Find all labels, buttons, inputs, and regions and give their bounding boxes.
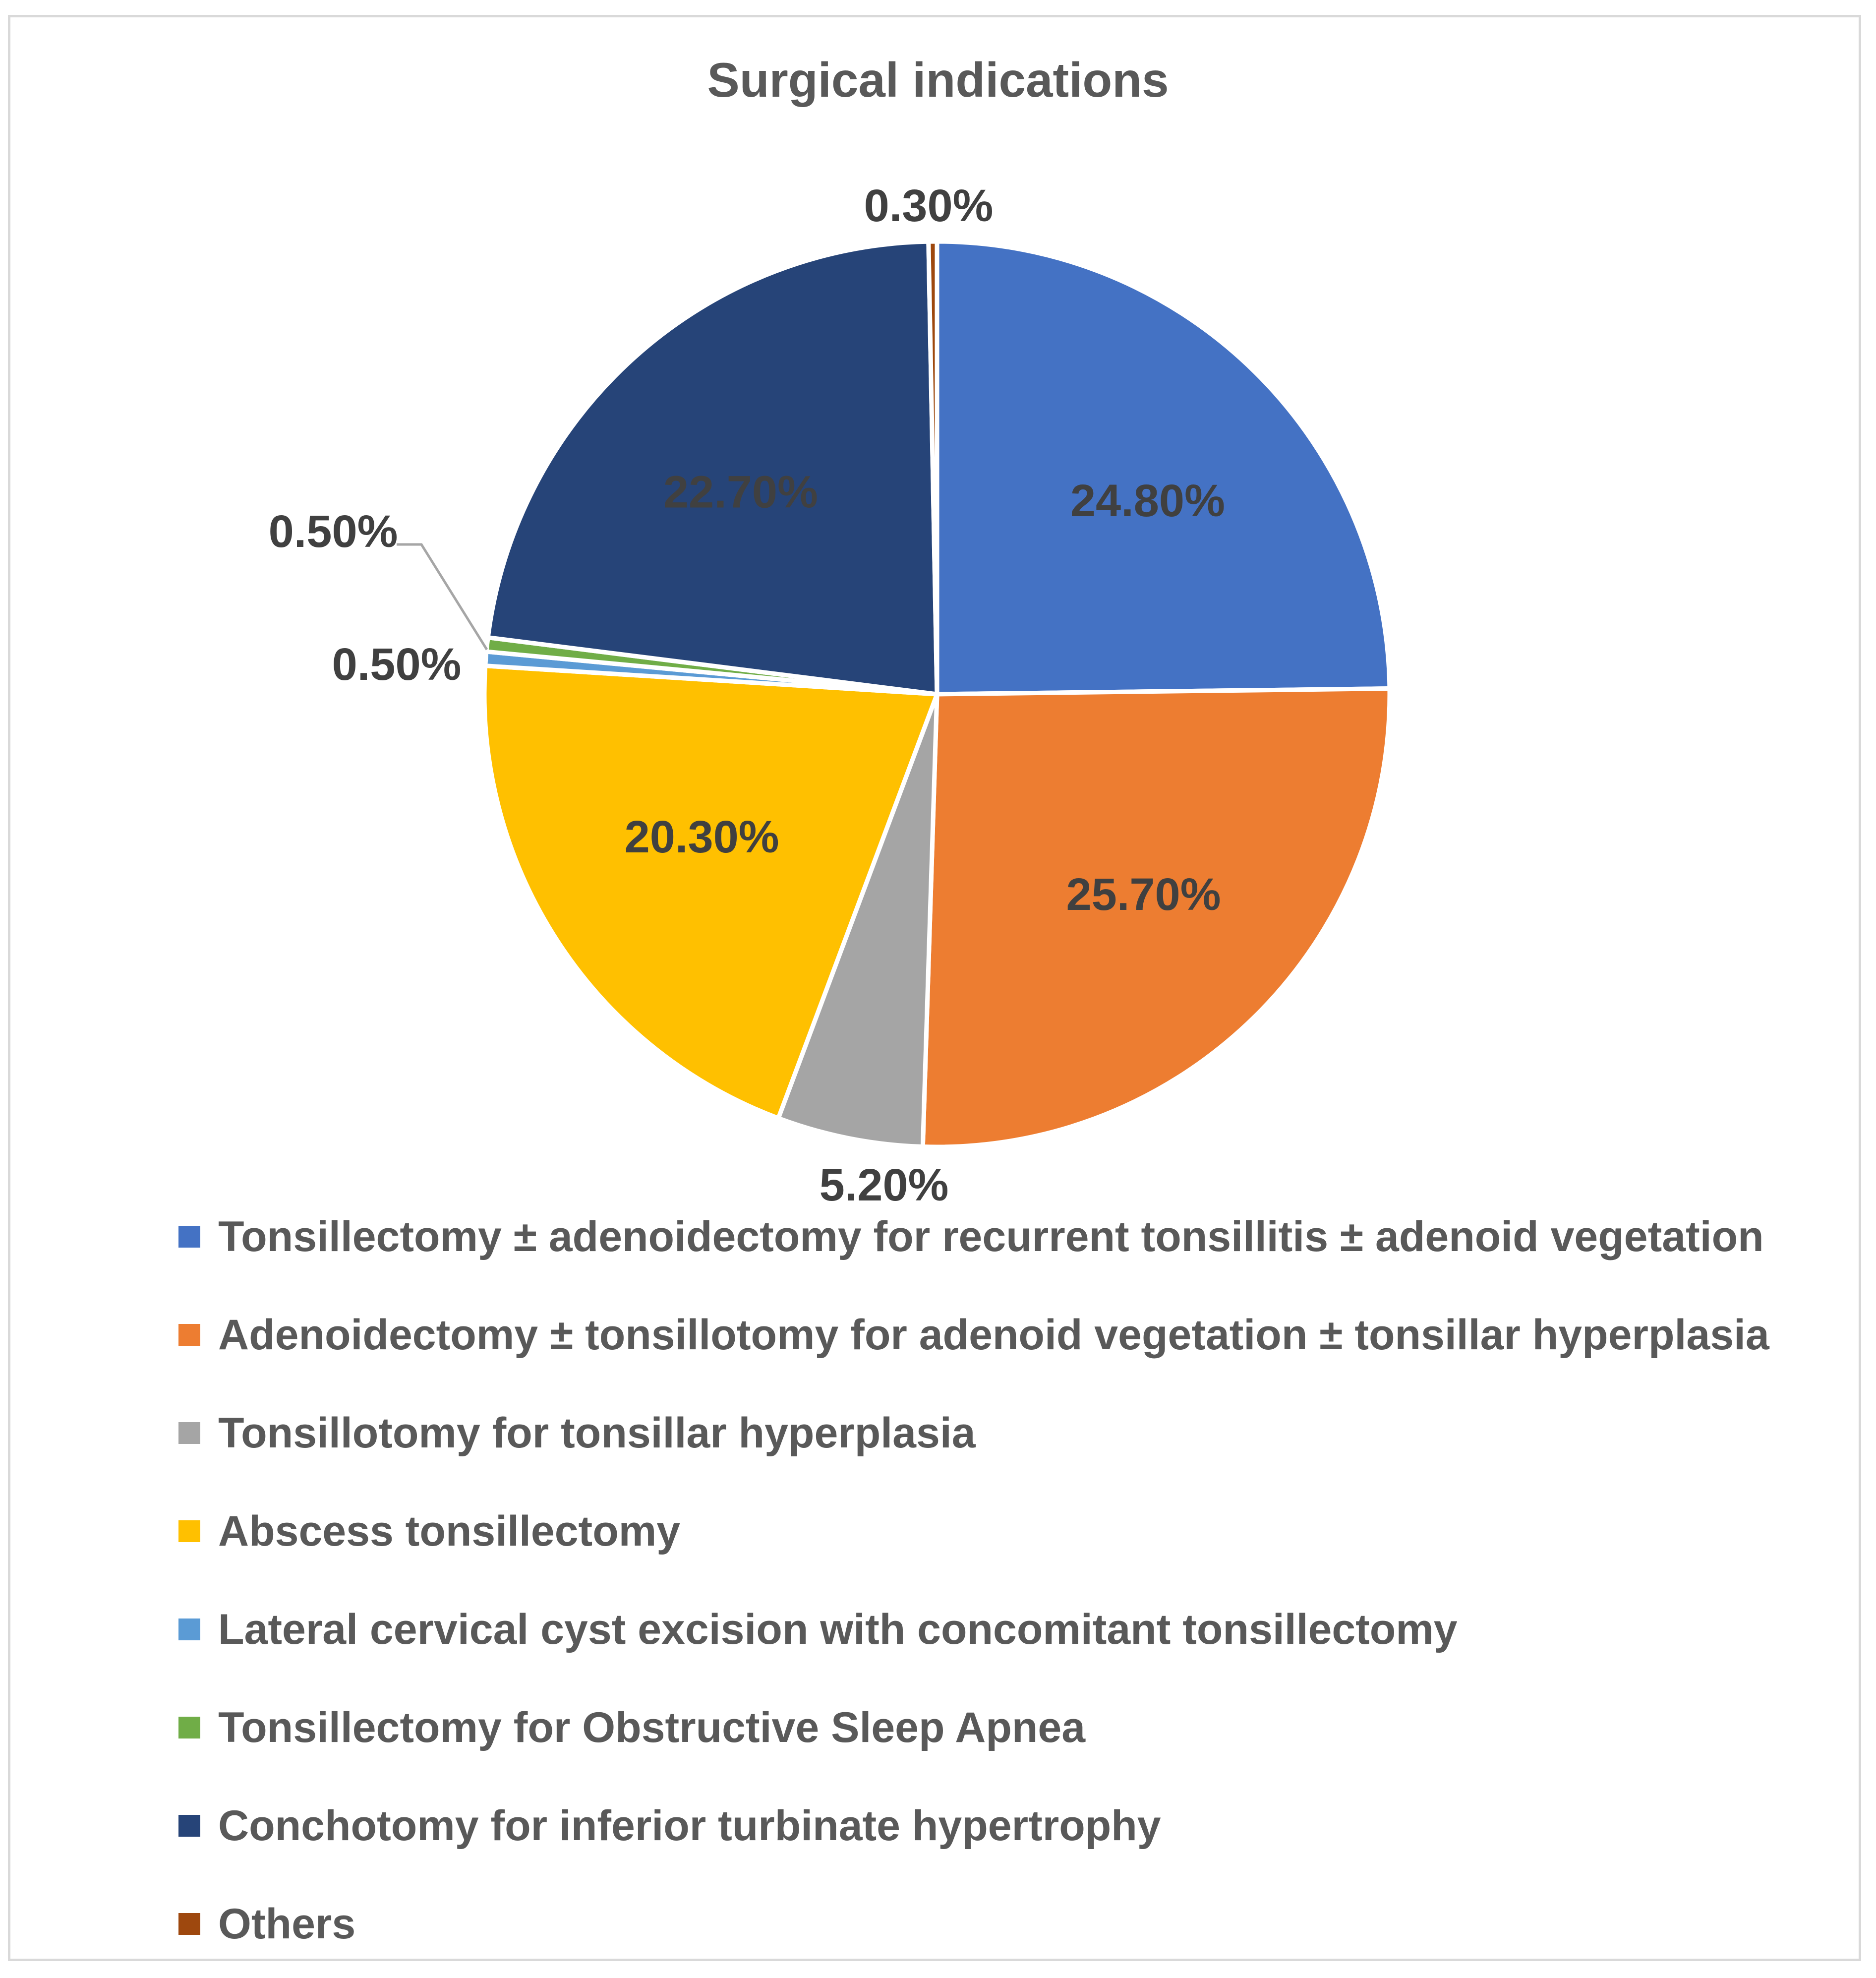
legend-item: Tonsillotomy for tonsillar hyperplasia [178,1384,1854,1482]
data-label: 0.50% [332,639,462,690]
leader-lines [397,543,488,651]
legend-swatch [178,1815,200,1837]
legend-label: Conchotomy for inferior turbinate hypert… [218,1801,1161,1850]
data-labels: 24.80% 25.70% 5.20% 20.30% 0.50% 0.50% 22.70% 0… [269,180,1225,1210]
pie-slice [482,663,939,1121]
legend-label: Abscess tonsillectomy [218,1507,681,1555]
legend: Tonsillectomy ± adenoidectomy for recurr… [178,1188,1854,1973]
legend-label: Tonsillectomy for Obstructive Sleep Apne… [218,1703,1086,1751]
pie-slices [482,239,1392,1149]
leader-line [397,543,488,651]
data-label: 25.70% [1066,869,1221,920]
pie-slice [920,686,1392,1149]
pie-chart: 24.80% 25.70% 5.20% 20.30% 0.50% 0.50% 22.70% 0… [268,180,1392,1210]
data-label: 0.30% [864,180,994,231]
pie-slice [776,692,939,1149]
data-label: 24.80% [1070,476,1225,526]
chart-title: Surgical indications [707,53,1169,107]
legend-swatch [178,1717,200,1738]
legend-label: Tonsillectomy ± adenoidectomy for recurr… [218,1212,1764,1260]
legend-label: Adenoidectomy ± tonsillotomy for adenoid… [218,1311,1769,1359]
legend-item: Tonsillectomy ± adenoidectomy for recurr… [178,1188,1854,1286]
legend-swatch [178,1520,200,1542]
data-label: 20.30% [625,812,779,862]
legend-item: Adenoidectomy ± tonsillotomy for adenoid… [178,1286,1854,1384]
legend-item: Tonsillectomy for Obstructive Sleep Apne… [178,1678,1854,1777]
pie-slice [926,239,939,697]
legend-label: Others [218,1900,356,1948]
pie-slice [485,239,939,697]
legend-item: Conchotomy for inferior turbinate hypert… [178,1777,1854,1875]
legend-swatch [178,1618,200,1640]
data-label: 5.20% [820,1160,949,1210]
data-label: 22.70% [663,467,818,518]
pie-slice [935,239,1392,697]
legend-swatch [178,1226,200,1248]
legend-item: Abscess tonsillectomy [178,1482,1854,1580]
legend-label: Tonsillotomy for tonsillar hyperplasia [218,1409,976,1457]
legend-label: Lateral cervical cyst excision with conc… [218,1605,1458,1653]
legend-swatch [178,1324,200,1346]
legend-item: Others [178,1875,1854,1973]
legend-swatch [178,1913,200,1935]
legend-item: Lateral cervical cyst excision with conc… [178,1580,1854,1678]
data-label: 0.50% [269,506,398,557]
legend-swatch [178,1422,200,1444]
